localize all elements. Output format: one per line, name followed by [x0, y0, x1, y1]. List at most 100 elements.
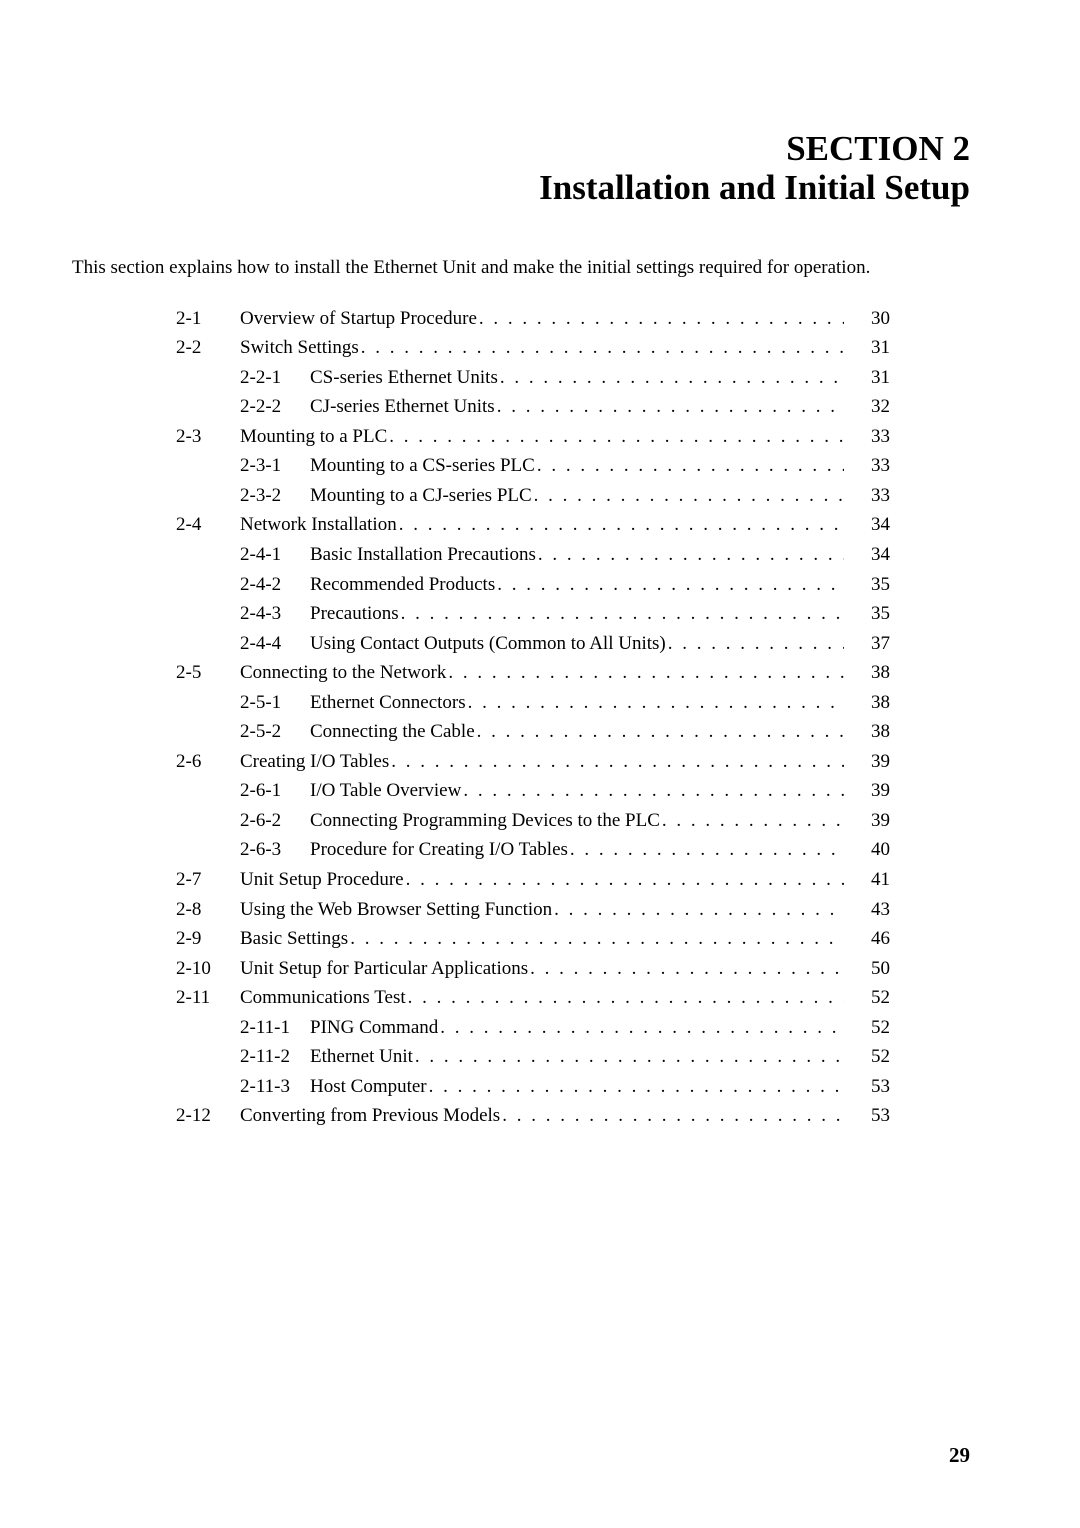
- toc-row: 2-11-1PING Command52: [176, 1013, 904, 1043]
- toc-row: 2-11-2Ethernet Unit52: [176, 1042, 904, 1072]
- toc-row: 2-5Connecting to the Network38: [176, 658, 904, 688]
- toc-title-text: Communications Test: [240, 984, 406, 1012]
- toc-leader-dots: [536, 541, 844, 569]
- toc-row: 2-6-1I/O Table Overview39: [176, 776, 904, 806]
- toc-title-cell: PING Command: [310, 1014, 844, 1042]
- toc-title-text: Procedure for Creating I/O Tables: [310, 836, 568, 864]
- toc-page-number: 52: [844, 1043, 904, 1071]
- toc-title-cell: Ethernet Connectors: [310, 689, 844, 717]
- toc-row: 2-3-2Mounting to a CJ-series PLC33: [176, 481, 904, 511]
- toc-leader-dots: [397, 511, 844, 539]
- toc-leader-dots: [495, 393, 844, 421]
- toc-title-cell: CJ-series Ethernet Units: [310, 393, 844, 421]
- toc-page-number: 38: [844, 689, 904, 717]
- toc-page-number: 38: [844, 659, 904, 687]
- toc-page-number: 50: [844, 955, 904, 983]
- header: SECTION 2 Installation and Initial Setup: [0, 0, 1080, 207]
- toc-title-text: Basic Installation Precautions: [310, 541, 536, 569]
- toc-leader-dots: [389, 748, 844, 776]
- toc-row: 2-1Overview of Startup Procedure30: [176, 304, 904, 334]
- toc-section-number: 2-1: [176, 305, 240, 333]
- toc-page-number: 38: [844, 718, 904, 746]
- toc-row: 2-5-2Connecting the Cable 38: [176, 717, 904, 747]
- toc-title-cell: I/O Table Overview: [310, 777, 844, 805]
- toc-row: 2-4-3Precautions35: [176, 599, 904, 629]
- toc-title-cell: CS-series Ethernet Units: [310, 364, 844, 392]
- section-subtitle: Installation and Initial Setup: [0, 169, 970, 208]
- toc-title-cell: Using the Web Browser Setting Function: [240, 896, 844, 924]
- toc-leader-dots: [535, 452, 844, 480]
- toc-leader-dots: [498, 364, 844, 392]
- toc-page-number: 41: [844, 866, 904, 894]
- toc-row: 2-7Unit Setup Procedure41: [176, 865, 904, 895]
- toc-row: 2-6Creating I/O Tables39: [176, 747, 904, 777]
- toc-row: 2-2Switch Settings31: [176, 333, 904, 363]
- toc-row: 2-2-1CS-series Ethernet Units31: [176, 363, 904, 393]
- toc-title-text: Using the Web Browser Setting Function: [240, 896, 552, 924]
- toc-section-number: 2-6: [176, 748, 240, 776]
- toc-title-text: Recommended Products: [310, 571, 495, 599]
- toc-title-cell: Recommended Products: [310, 571, 844, 599]
- toc-page-number: 33: [844, 482, 904, 510]
- page-number: 29: [949, 1443, 970, 1468]
- toc-leader-dots: [495, 571, 844, 599]
- toc-row: 2-4-4Using Contact Outputs (Common to Al…: [176, 629, 904, 659]
- toc-title-text: Converting from Previous Models: [240, 1102, 500, 1130]
- toc-title-text: Unit Setup Procedure: [240, 866, 404, 894]
- toc-leader-dots: [404, 866, 844, 894]
- toc-subsection-number: 2-5-1: [240, 689, 310, 717]
- toc-leader-dots: [348, 925, 844, 953]
- toc-row: 2-8Using the Web Browser Setting Functio…: [176, 895, 904, 925]
- toc-page-number: 37: [844, 630, 904, 658]
- toc-subsection-number: 2-6-3: [240, 836, 310, 864]
- toc-page-number: 40: [844, 836, 904, 864]
- toc-leader-dots: [406, 984, 844, 1012]
- toc-page-number: 34: [844, 511, 904, 539]
- toc-page-number: 46: [844, 925, 904, 953]
- toc-title-cell: Basic Settings: [240, 925, 844, 953]
- toc-subsection-number: 2-11-3: [240, 1073, 310, 1101]
- toc-title-cell: Procedure for Creating I/O Tables: [310, 836, 844, 864]
- toc-row: 2-4Network Installation34: [176, 510, 904, 540]
- toc-title-cell: Network Installation: [240, 511, 844, 539]
- toc-title-cell: Connecting Programming Devices to the PL…: [310, 807, 844, 835]
- toc-page-number: 35: [844, 571, 904, 599]
- toc-title-text: Connecting the Cable: [310, 718, 475, 746]
- toc-leader-dots: [552, 896, 844, 924]
- toc-title-cell: Unit Setup Procedure: [240, 866, 844, 894]
- toc-page-number: 39: [844, 777, 904, 805]
- toc-title-cell: Precautions: [310, 600, 844, 628]
- toc-subsection-number: 2-6-2: [240, 807, 310, 835]
- toc-page-number: 52: [844, 984, 904, 1012]
- toc-title-text: PING Command: [310, 1014, 438, 1042]
- toc-title-cell: Ethernet Unit: [310, 1043, 844, 1071]
- toc-row: 2-6-2Connecting Programming Devices to t…: [176, 806, 904, 836]
- toc-page-number: 31: [844, 334, 904, 362]
- toc-leader-dots: [477, 305, 844, 333]
- toc-title-cell: Using Contact Outputs (Common to All Uni…: [310, 630, 844, 658]
- toc-leader-dots: [399, 600, 844, 628]
- toc-leader-dots: [387, 423, 844, 451]
- toc-title-text: Using Contact Outputs (Common to All Uni…: [310, 630, 666, 658]
- toc-subsection-number: 2-6-1: [240, 777, 310, 805]
- toc-page-number: 43: [844, 896, 904, 924]
- toc-page-number: 53: [844, 1073, 904, 1101]
- toc-title-text: CS-series Ethernet Units: [310, 364, 498, 392]
- toc-title-cell: Mounting to a CS-series PLC: [310, 452, 844, 480]
- toc-title-text: Network Installation: [240, 511, 397, 539]
- toc-title-cell: Host Computer: [310, 1073, 844, 1101]
- toc-subsection-number: 2-4-4: [240, 630, 310, 658]
- intro-paragraph: This section explains how to install the…: [0, 207, 1080, 282]
- toc-title-cell: Connecting to the Network: [240, 659, 844, 687]
- toc-section-number: 2-2: [176, 334, 240, 362]
- toc-title-cell: Mounting to a CJ-series PLC: [310, 482, 844, 510]
- toc-title-text: CJ-series Ethernet Units: [310, 393, 495, 421]
- toc-leader-dots: [427, 1073, 844, 1101]
- toc-subsection-number: 2-2-1: [240, 364, 310, 392]
- toc-subsection-number: 2-2-2: [240, 393, 310, 421]
- toc-page-number: 35: [844, 600, 904, 628]
- toc-section-number: 2-5: [176, 659, 240, 687]
- toc-subsection-number: 2-5-2: [240, 718, 310, 746]
- toc-row: 2-9Basic Settings46: [176, 924, 904, 954]
- toc-leader-dots: [532, 482, 844, 510]
